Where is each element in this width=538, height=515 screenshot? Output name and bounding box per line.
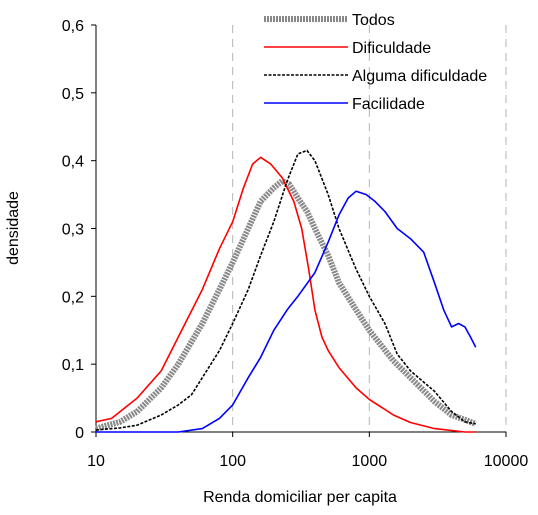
legend-label-todos: Todos xyxy=(352,12,395,29)
y-tick-label: 0,2 xyxy=(62,289,84,306)
series-line-facilidade xyxy=(96,190,477,433)
series-line-alguma-dificuldade xyxy=(95,149,476,431)
y-tick-label: 0,6 xyxy=(62,18,84,35)
x-tick-label: 100 xyxy=(219,453,246,470)
series-line-dificuldade xyxy=(95,156,476,433)
y-tick-label: 0,3 xyxy=(62,222,84,239)
x-axis-title: Renda domiciliar per capita xyxy=(203,489,397,506)
y-tick-label: 0,5 xyxy=(62,86,84,103)
y-axis-title: densidade xyxy=(5,191,22,265)
series-line-todos xyxy=(95,178,477,432)
x-tick-label: 10 xyxy=(87,453,105,470)
y-tick-label: 0,4 xyxy=(62,154,84,171)
gridlines xyxy=(232,25,507,432)
legend-label-dificuldade: Dificuldade xyxy=(352,40,431,57)
legend-label-alguma-dificuldade: Alguma dificuldade xyxy=(352,68,487,85)
legend-label-facilidade: Facilidade xyxy=(352,96,425,113)
y-tick-label: 0,1 xyxy=(62,357,84,374)
x-tick-label: 10000 xyxy=(484,453,529,470)
x-tick-label: 1000 xyxy=(352,453,388,470)
series-lines xyxy=(95,149,477,433)
y-tick-label: 0 xyxy=(75,425,84,442)
legend: Todos Dificuldade Alguma dificuldade Facili… xyxy=(264,12,487,113)
axis-ticks: 0 0,1 0,2 0,3 0,4 0,5 0,6 10 100 1000 10000 xyxy=(62,18,529,470)
